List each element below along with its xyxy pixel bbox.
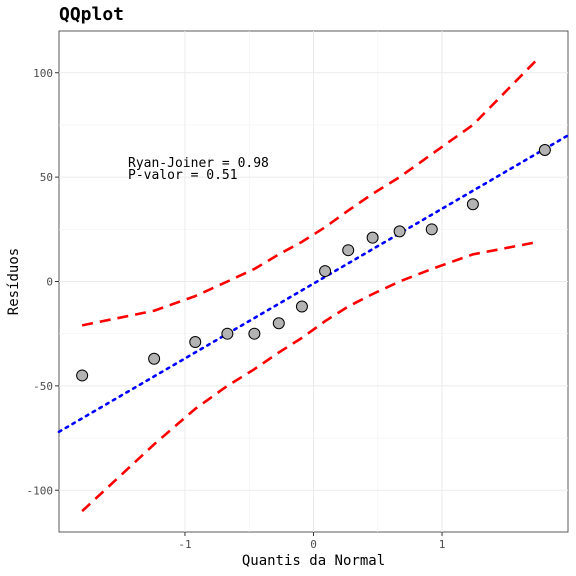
data-point: [221, 327, 234, 340]
data-point: [466, 198, 479, 211]
x-tick-label: 0: [310, 538, 317, 551]
lower-confidence-band: [81, 240, 539, 513]
y-tick-label: -100: [27, 484, 54, 497]
data-point: [248, 327, 261, 340]
chart-title: QQplot: [59, 4, 124, 25]
data-points: [76, 143, 551, 382]
x-tick-label: 1: [439, 538, 446, 551]
x-tick-label: -1: [178, 538, 191, 551]
y-tick-label: -50: [33, 380, 53, 393]
upper-band-line: [81, 57, 540, 327]
x-axis-ticks: -1 0 1: [178, 532, 445, 551]
data-point: [295, 300, 308, 313]
data-point: [342, 244, 355, 257]
data-point: [76, 369, 89, 382]
y-axis-title: Resíduos: [6, 248, 22, 315]
data-point: [272, 317, 285, 330]
y-axis-ticks: -100 -50 0 50 100: [27, 67, 59, 497]
lower-band-line: [81, 240, 539, 513]
upper-confidence-band: [81, 57, 540, 327]
annotation-ryan-joiner: Ryan-Joiner = 0.98: [128, 156, 269, 171]
data-point: [538, 143, 551, 156]
y-tick-label: 50: [40, 171, 53, 184]
grid-major: [59, 31, 568, 532]
annotation-p-valor: P-valor = 0.51: [128, 168, 238, 183]
y-tick-label: 0: [46, 276, 53, 289]
y-tick-label: 100: [33, 67, 53, 80]
data-point: [366, 231, 379, 244]
data-point: [319, 265, 332, 278]
x-axis-title: Quantis da Normal: [242, 553, 385, 569]
data-point: [189, 336, 202, 349]
data-point: [425, 223, 438, 236]
data-point: [148, 352, 161, 365]
data-point: [393, 225, 406, 238]
reference-line-path: [57, 134, 570, 434]
reference-line: [57, 134, 570, 434]
